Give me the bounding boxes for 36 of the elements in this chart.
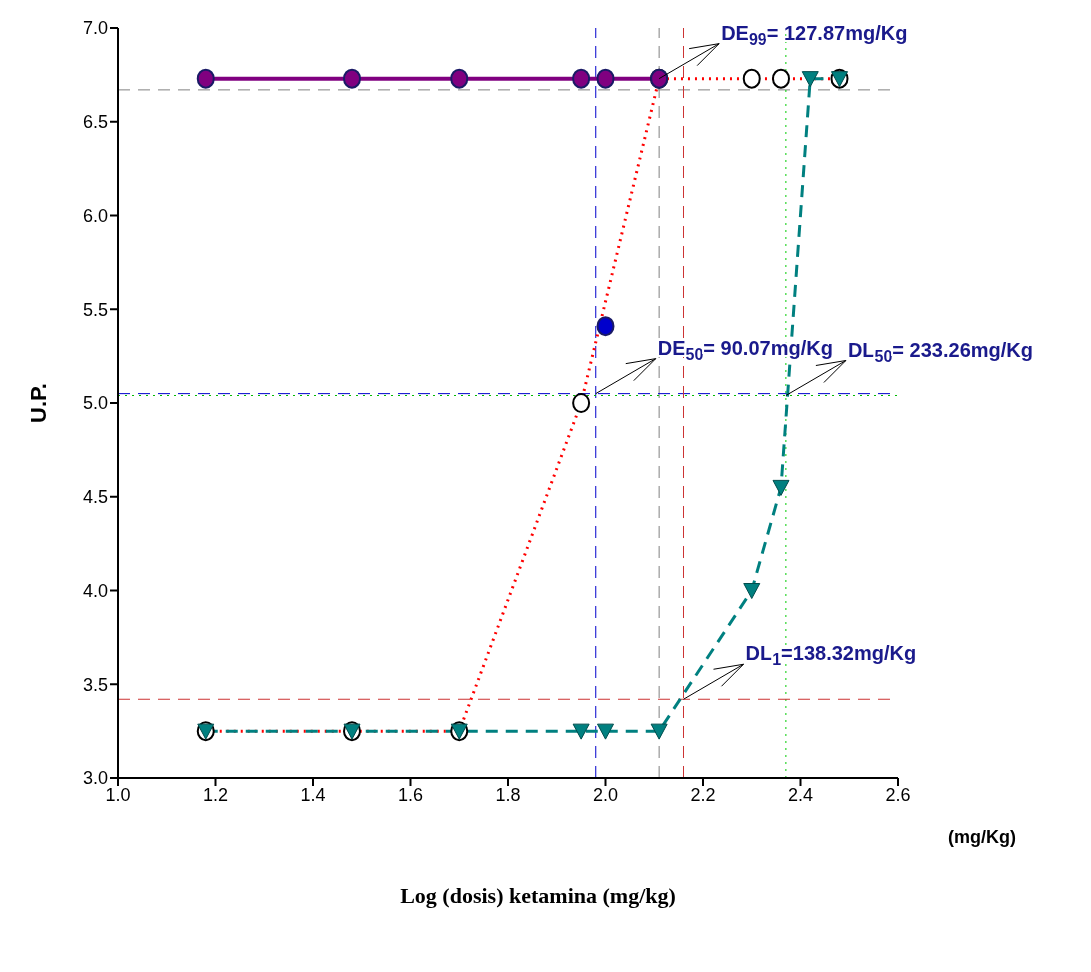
point	[596, 316, 615, 337]
text: (mg/Kg)	[948, 827, 1016, 847]
x-tick-label: 1.0	[105, 784, 131, 805]
point	[801, 71, 819, 88]
annotation: DL$_{1}$=138.32mg/Kg	[745, 642, 917, 669]
x-tick-label: 2.6	[885, 784, 911, 805]
y-tick-label: 7.0	[82, 18, 108, 39]
y-tick-label: 6.5	[82, 112, 108, 133]
x-tick-label: 2.0	[592, 784, 619, 805]
y-tick-label: 5.0	[82, 393, 108, 414]
point	[196, 68, 215, 89]
point	[650, 723, 668, 740]
annotation: DL$_{50}$= 233.26mg/Kg	[847, 338, 1033, 365]
x-tick-label: 2.4	[787, 784, 814, 805]
y-tick-label: 5.5	[82, 299, 108, 320]
point	[572, 723, 590, 740]
point	[450, 68, 469, 89]
y-tick-label: 4.0	[82, 580, 108, 601]
y-tick-label: 4.5	[82, 487, 108, 508]
y-axis-title: U.P.	[25, 383, 51, 423]
x-tick-label: 1.4	[300, 784, 326, 805]
x-axis-title: Log (dosis) ketamina (mg/kg)	[399, 883, 677, 909]
y-tick-label: 3.0	[82, 768, 108, 789]
point	[596, 68, 615, 89]
point	[743, 583, 761, 599]
y-tick-label: 6.0	[82, 205, 108, 226]
x-tick-label: 1.8	[495, 784, 521, 805]
point	[572, 68, 591, 89]
x-tick-label: 2.2	[690, 784, 716, 805]
y-tick-label: 3.5	[82, 674, 108, 695]
point	[597, 723, 614, 740]
annotation: DE$_{99}$= 127.87mg/Kg	[721, 21, 908, 48]
x-tick-label: 1.2	[202, 784, 229, 805]
point	[772, 479, 790, 496]
x-tick-label: 1.6	[397, 784, 424, 805]
point	[343, 68, 361, 89]
